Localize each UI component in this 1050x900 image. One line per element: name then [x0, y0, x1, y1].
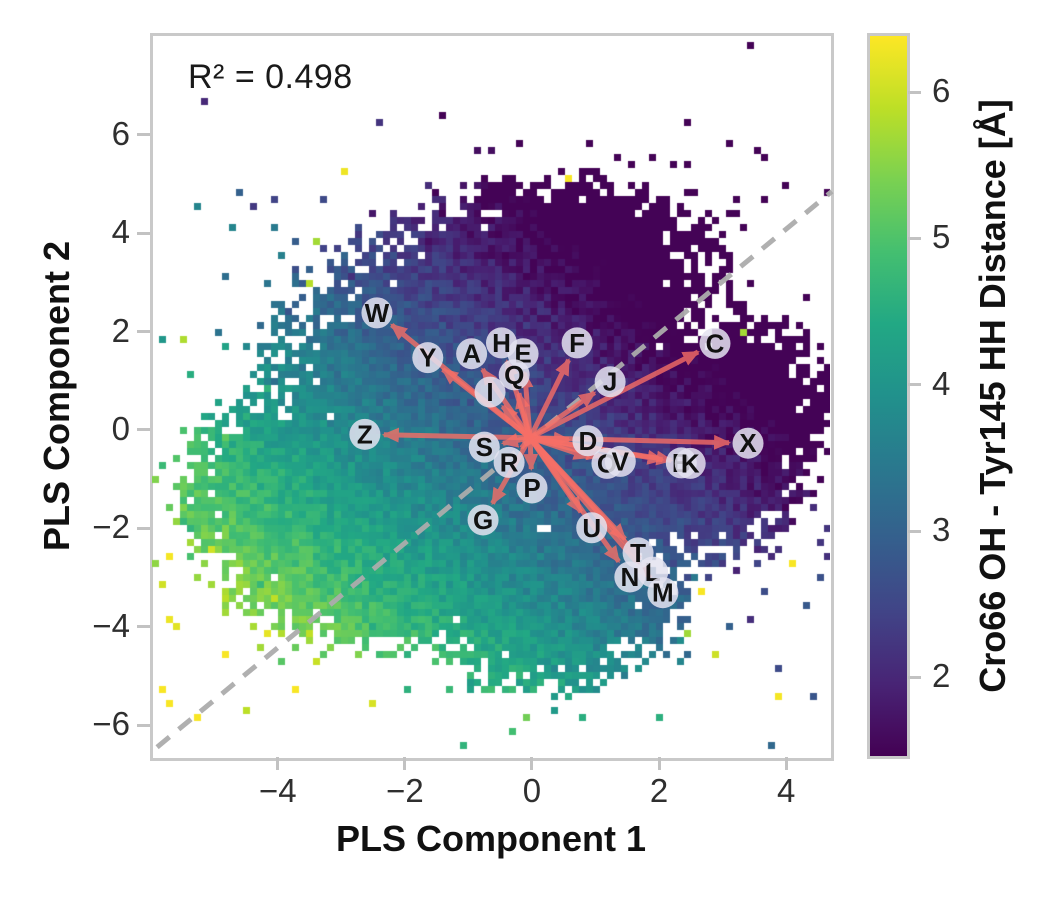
- colorbar-tick-label: 5: [932, 218, 951, 256]
- x-tick-mark: [403, 757, 407, 770]
- y-tick-mark: [137, 526, 150, 530]
- colorbar-tick-label: 2: [932, 657, 951, 695]
- y-tick-mark: [137, 428, 150, 432]
- y-tick-mark: [137, 231, 150, 235]
- colorbar-tick-label: 4: [932, 364, 951, 402]
- y-axis-label: PLS Component 2: [36, 240, 77, 552]
- x-axis-label: PLS Component 1: [335, 818, 646, 859]
- colorbar-tick-mark: [908, 383, 921, 387]
- colorbar-label: Cro66 OH - Tyr145 HH Distance [Å]: [972, 99, 1013, 693]
- colorbar-tick-mark: [908, 90, 921, 94]
- r2-annotation: R² = 0.498: [188, 58, 353, 96]
- colorbar-tick-label: 6: [932, 72, 951, 110]
- y-tick-label: 0: [111, 409, 130, 447]
- x-tick-mark: [657, 757, 661, 770]
- y-tick-label: 4: [111, 213, 130, 251]
- x-tick-mark: [784, 757, 788, 770]
- y-tick-mark: [137, 625, 150, 629]
- x-tick-label: 2: [649, 772, 669, 809]
- y-tick-mark: [137, 723, 150, 727]
- colorbar-tick-mark: [908, 529, 921, 533]
- colorbar: [867, 33, 910, 759]
- y-tick-label: 6: [111, 114, 130, 152]
- colorbar-tick-mark: [908, 675, 921, 679]
- y-tick-label: −6: [92, 705, 130, 743]
- x-tick-label: −2: [386, 772, 424, 809]
- x-tick-label: 4: [776, 772, 796, 809]
- x-tick-label: −4: [259, 772, 297, 809]
- y-tick-label: −2: [92, 508, 130, 546]
- x-tick-mark: [530, 757, 534, 770]
- colorbar-tick-label: 3: [932, 511, 951, 549]
- x-tick-mark: [276, 757, 280, 770]
- colorbar-gradient: [870, 36, 907, 756]
- colorbar-tick-mark: [908, 236, 921, 240]
- y-tick-mark: [137, 330, 150, 334]
- y-tick-label: 2: [111, 311, 130, 349]
- y-tick-label: −4: [92, 606, 130, 644]
- x-tick-label: 0: [522, 772, 542, 809]
- density-heatmap-canvas: [152, 35, 830, 757]
- y-tick-mark: [137, 133, 150, 137]
